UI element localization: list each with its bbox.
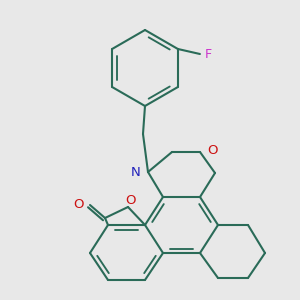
Text: O: O (207, 143, 217, 157)
Text: F: F (205, 47, 212, 61)
Text: N: N (131, 166, 141, 178)
Text: O: O (74, 199, 84, 212)
Text: O: O (125, 194, 135, 208)
